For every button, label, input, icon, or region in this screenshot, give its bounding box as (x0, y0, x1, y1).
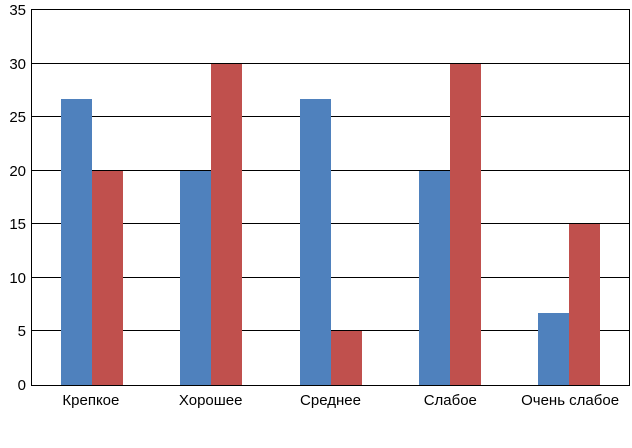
y-tick-label: 0 (17, 377, 26, 394)
gridline (32, 62, 629, 64)
bar-series-red-3 (331, 331, 362, 385)
bar-series-red-2 (211, 64, 242, 385)
bar-series-red-4 (450, 64, 481, 385)
bar-series-blue-3 (300, 99, 331, 385)
y-tick-label: 25 (9, 109, 26, 127)
bar-series-blue-5 (538, 313, 569, 385)
y-tick-label: 20 (9, 162, 26, 180)
x-category-label: Очень слабое (521, 392, 620, 409)
bar-series-blue-4 (419, 171, 450, 385)
bar-series-blue-1 (61, 99, 92, 385)
bar-series-red-1 (92, 171, 123, 385)
bar-series-blue-2 (180, 171, 211, 385)
x-axis: Крепкое Хорошее Среднее Слабое Очень слабое (31, 392, 630, 410)
y-tick-label: 10 (9, 269, 26, 287)
x-category-label: Среднее (300, 392, 361, 409)
bar-series-red-5 (569, 224, 600, 385)
x-category-label: Слабое (423, 392, 477, 409)
plot-area (31, 9, 630, 386)
y-tick-label: 15 (9, 216, 26, 234)
x-category-label: Крепкое (62, 392, 120, 409)
y-tick-label: 5 (17, 323, 26, 341)
y-tick-label: 30 (9, 55, 26, 73)
y-tick-label: 35 (9, 2, 26, 19)
x-category-label: Хорошее (178, 392, 243, 409)
